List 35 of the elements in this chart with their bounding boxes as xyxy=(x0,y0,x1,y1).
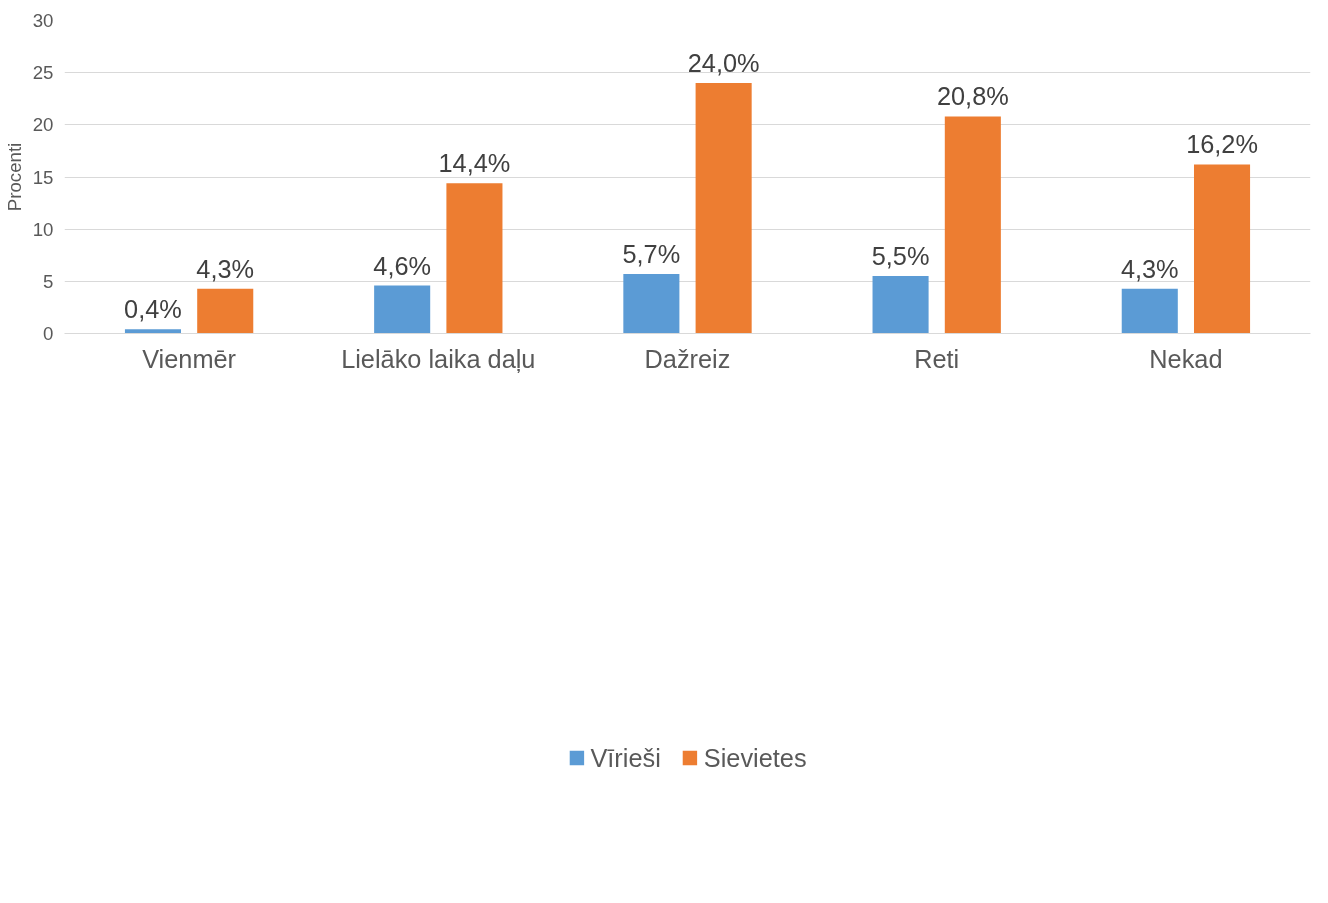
data-label: 4,3% xyxy=(1120,254,1179,283)
data-label: 4,3% xyxy=(196,254,255,283)
y-axis-title: Procenti xyxy=(3,142,25,212)
x-tick-label: Dažreiz xyxy=(644,344,731,373)
data-label: 5,5% xyxy=(871,242,930,271)
y-tick-label: 15 xyxy=(32,166,54,188)
bar xyxy=(374,285,431,334)
data-label: 20,8% xyxy=(936,82,1009,111)
bar xyxy=(872,276,929,334)
y-tick-label: 5 xyxy=(43,270,54,292)
data-label: 14,4% xyxy=(438,149,511,178)
y-tick-label: 10 xyxy=(32,218,54,240)
bar xyxy=(197,288,254,334)
y-tick-label: 30 xyxy=(32,10,54,31)
bar xyxy=(695,83,752,334)
y-tick-label: 25 xyxy=(32,62,54,84)
legend-label: Sievietes xyxy=(703,743,807,773)
data-label: 0,4% xyxy=(124,295,182,324)
x-tick-label: Reti xyxy=(914,344,960,373)
x-tick-label: Lielāko laika daļu xyxy=(341,344,536,373)
bar xyxy=(1121,288,1178,334)
data-label: 16,2% xyxy=(1186,130,1258,159)
bar xyxy=(944,116,1001,334)
y-tick-label: 20 xyxy=(32,114,54,136)
y-tick-label: 0 xyxy=(43,323,54,344)
bar xyxy=(124,329,181,334)
bar xyxy=(1194,164,1251,334)
bar xyxy=(446,183,503,334)
legend-label: Vīrieši xyxy=(590,743,661,773)
x-tick-label: Nekad xyxy=(1149,344,1223,373)
x-tick-label: Vienmēr xyxy=(142,344,237,373)
data-label: 5,7% xyxy=(622,240,681,269)
data-label: 4,6% xyxy=(373,251,432,280)
data-label: 24,0% xyxy=(687,49,760,78)
bar xyxy=(623,274,680,334)
